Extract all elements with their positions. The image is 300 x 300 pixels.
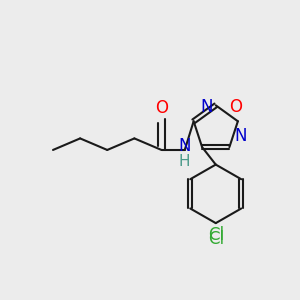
Text: N: N — [178, 137, 191, 155]
Text: O: O — [155, 99, 168, 117]
Text: O: O — [229, 98, 242, 116]
Text: N: N — [200, 98, 213, 116]
Text: Cl: Cl — [208, 226, 224, 244]
Text: H: H — [179, 154, 190, 169]
Text: Cl: Cl — [208, 230, 224, 247]
Text: N: N — [234, 127, 247, 145]
